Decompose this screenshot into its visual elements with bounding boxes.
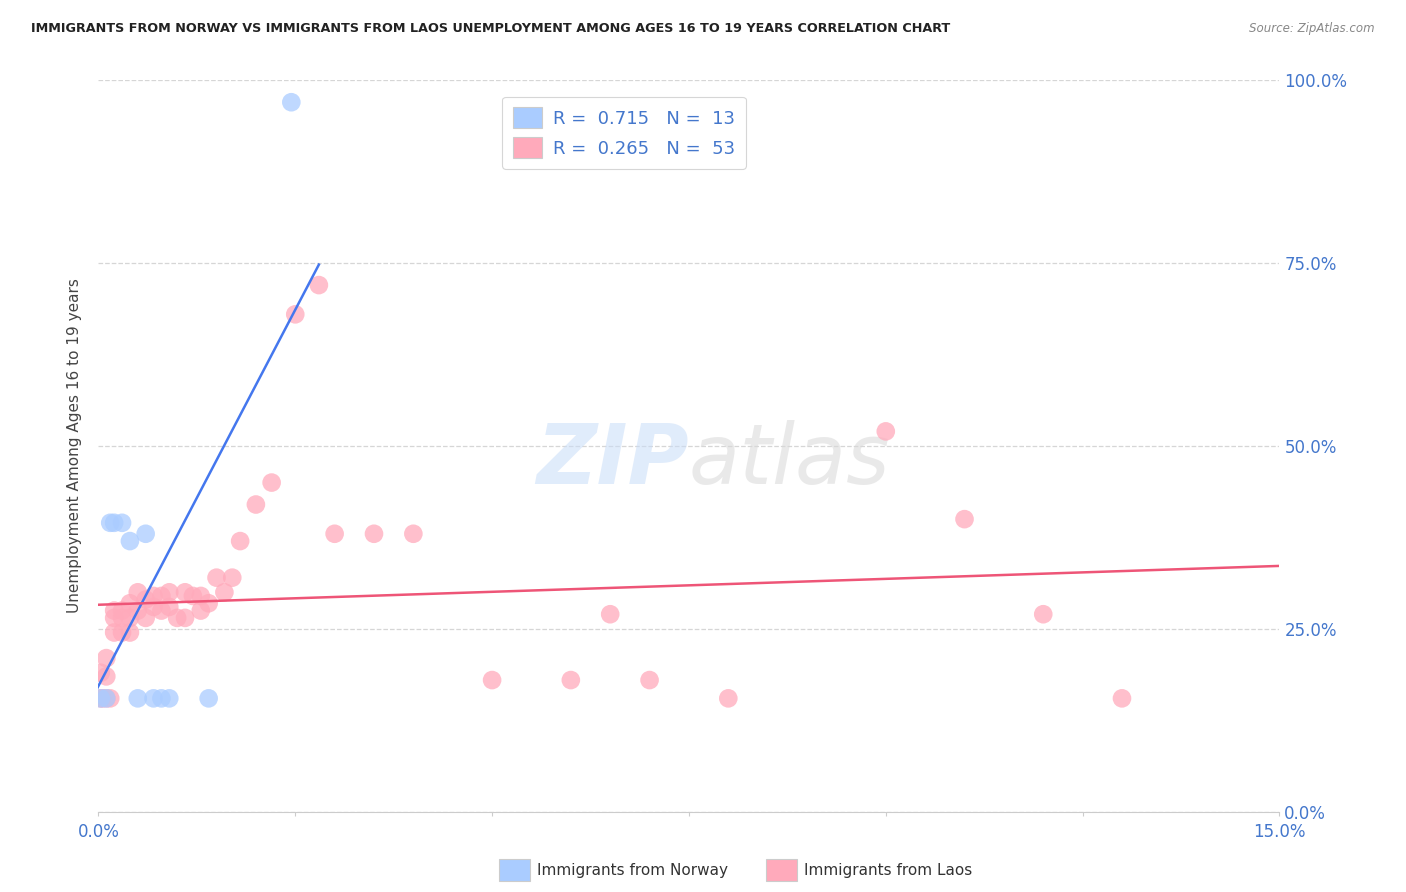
Point	[197, 596, 219, 610]
Point	[150, 589, 173, 603]
Point	[103, 611, 125, 625]
Point	[157, 585, 180, 599]
Point	[717, 691, 740, 706]
Point	[91, 691, 114, 706]
Text: atlas: atlas	[689, 420, 890, 501]
Point	[284, 307, 307, 321]
Point	[127, 603, 149, 617]
Text: Source: ZipAtlas.com: Source: ZipAtlas.com	[1250, 22, 1375, 36]
Point	[638, 673, 661, 687]
Point	[181, 589, 204, 603]
Point	[135, 526, 157, 541]
Point	[118, 611, 141, 625]
Point	[481, 673, 503, 687]
Point	[205, 571, 228, 585]
Point	[599, 607, 621, 622]
Point	[245, 498, 267, 512]
Point	[402, 526, 425, 541]
Point	[142, 599, 165, 614]
Point	[150, 603, 173, 617]
Legend: R =  0.715   N =  13, R =  0.265   N =  53: R = 0.715 N = 13, R = 0.265 N = 53	[502, 96, 745, 169]
Point	[90, 665, 112, 680]
Point	[98, 516, 121, 530]
Point	[135, 592, 157, 607]
Point	[166, 611, 188, 625]
Point	[111, 611, 134, 625]
Point	[96, 669, 118, 683]
Point	[190, 589, 212, 603]
Point	[96, 651, 118, 665]
Point	[221, 571, 243, 585]
Point	[103, 603, 125, 617]
Point	[1032, 607, 1054, 622]
Point	[103, 516, 125, 530]
Point	[90, 691, 112, 706]
Point	[174, 585, 197, 599]
Point	[953, 512, 976, 526]
Point	[308, 278, 330, 293]
Text: Immigrants from Laos: Immigrants from Laos	[804, 863, 973, 878]
Y-axis label: Unemployment Among Ages 16 to 19 years: Unemployment Among Ages 16 to 19 years	[67, 278, 83, 614]
Point	[1111, 691, 1133, 706]
Point	[96, 691, 118, 706]
Point	[560, 673, 582, 687]
Point	[214, 585, 236, 599]
Point	[323, 526, 346, 541]
Point	[197, 691, 219, 706]
Point	[111, 603, 134, 617]
Point	[90, 691, 112, 706]
Point	[174, 611, 197, 625]
Point	[111, 516, 134, 530]
Point	[127, 585, 149, 599]
Point	[127, 691, 149, 706]
Point	[135, 611, 157, 625]
Point	[142, 589, 165, 603]
Point	[103, 625, 125, 640]
Point	[111, 625, 134, 640]
Text: ZIP: ZIP	[536, 420, 689, 501]
Text: IMMIGRANTS FROM NORWAY VS IMMIGRANTS FROM LAOS UNEMPLOYMENT AMONG AGES 16 TO 19 : IMMIGRANTS FROM NORWAY VS IMMIGRANTS FRO…	[31, 22, 950, 36]
Point	[157, 599, 180, 614]
Point	[157, 691, 180, 706]
Point	[142, 691, 165, 706]
Point	[150, 691, 173, 706]
Point	[875, 425, 897, 439]
Point	[190, 603, 212, 617]
Text: Immigrants from Norway: Immigrants from Norway	[537, 863, 728, 878]
Point	[260, 475, 283, 490]
Point	[229, 534, 252, 549]
Point	[118, 534, 141, 549]
Point	[118, 625, 141, 640]
Point	[98, 691, 121, 706]
Point	[363, 526, 385, 541]
Point	[280, 95, 302, 110]
Point	[96, 691, 118, 706]
Point	[118, 596, 141, 610]
